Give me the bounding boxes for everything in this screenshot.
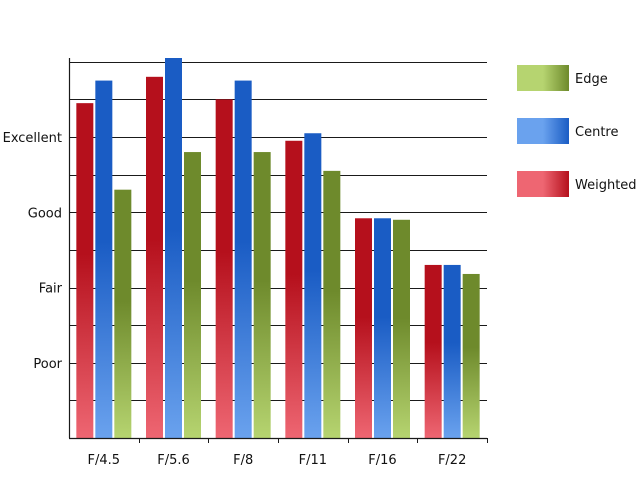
y-tick-label-poor: Poor bbox=[33, 357, 62, 372]
gridlines bbox=[69, 62, 487, 401]
x-tick-label-f-22: F/22 bbox=[438, 453, 466, 468]
axes bbox=[68, 58, 488, 443]
bar-weighted-f-5-6 bbox=[146, 76, 163, 438]
bar-edge-f-11 bbox=[323, 170, 341, 439]
bar-weighted-f-16 bbox=[355, 218, 372, 438]
bar-weighted-f-4-5 bbox=[76, 103, 94, 439]
legend-label-centre: Centre bbox=[575, 125, 618, 140]
bar-weighted-f-8 bbox=[215, 99, 233, 438]
y-tick-label-good: Good bbox=[28, 206, 62, 221]
legend: Edge Centre Weighted bbox=[517, 65, 637, 197]
y-tick-label-excellent: Excellent bbox=[3, 131, 62, 146]
bar-weighted-f-22 bbox=[424, 264, 442, 438]
x-tick-label-f-16: F/16 bbox=[368, 453, 396, 468]
bar-centre-f-11 bbox=[304, 133, 322, 438]
legend-label-weighted: Weighted bbox=[575, 178, 637, 193]
x-tick-label-f-4-5: F/4.5 bbox=[88, 453, 121, 468]
legend-swatch-edge bbox=[517, 65, 569, 91]
bar-centre-f-16 bbox=[374, 218, 391, 438]
bars bbox=[76, 58, 480, 439]
bar-weighted-f-11 bbox=[285, 140, 303, 438]
bar-centre-f-8 bbox=[234, 80, 252, 439]
legend-swatch-centre bbox=[517, 118, 569, 144]
x-tick-label-f-8: F/8 bbox=[233, 453, 253, 468]
bar-centre-f-22 bbox=[443, 264, 461, 438]
bar-edge-f-8 bbox=[253, 152, 271, 439]
x-tick-label-f-5-6: F/5.6 bbox=[157, 453, 190, 468]
bar-centre-f-5-6 bbox=[165, 58, 182, 438]
bar-edge-f-22 bbox=[462, 273, 480, 438]
y-tick-label-fair: Fair bbox=[39, 282, 63, 297]
bar-centre-f-4-5 bbox=[95, 80, 113, 439]
legend-swatch-weighted bbox=[517, 171, 569, 197]
y-tick-labels: Poor Fair Good Excellent bbox=[3, 131, 63, 372]
bar-edge-f-5-6 bbox=[184, 152, 201, 439]
legend-label-edge: Edge bbox=[575, 72, 608, 87]
x-tick-labels: F/4.5 F/5.6 F/8 F/11 F/16 F/22 bbox=[88, 453, 467, 468]
bar-edge-f-4-5 bbox=[114, 189, 132, 438]
x-tick-label-f-11: F/11 bbox=[299, 453, 327, 468]
bar-edge-f-16 bbox=[393, 219, 410, 438]
